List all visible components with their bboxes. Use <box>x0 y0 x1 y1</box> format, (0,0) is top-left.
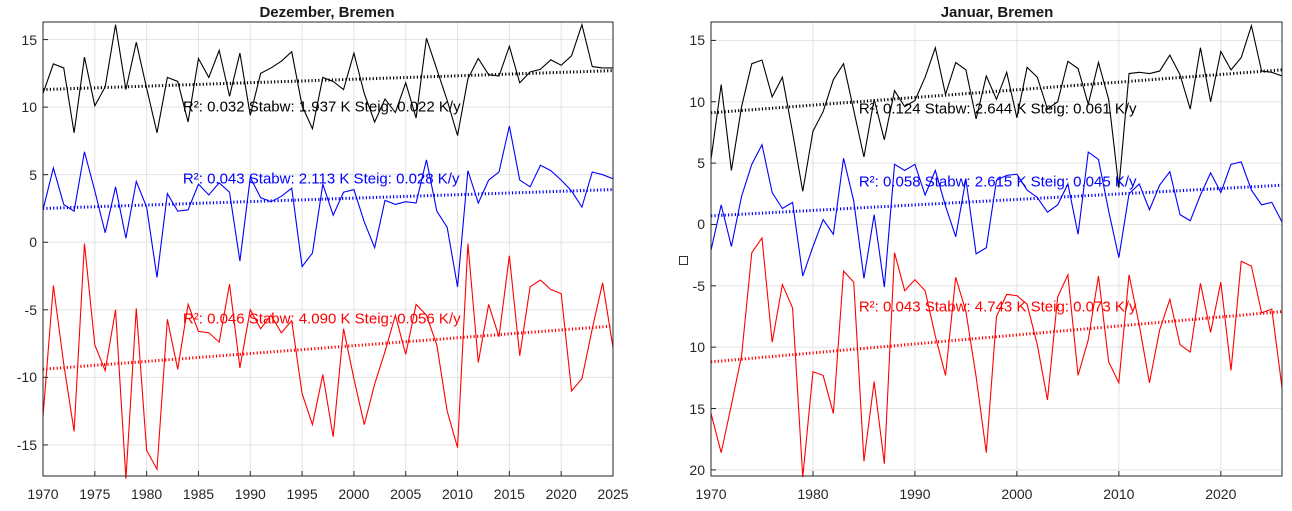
series-line <box>42 22 613 136</box>
x-tick-label: 1990 <box>899 486 931 502</box>
y-tick-label: 10 <box>21 99 37 116</box>
x-tick-label: 2000 <box>338 486 370 502</box>
trend-line <box>710 183 1283 218</box>
x-tick-label: 2015 <box>493 486 525 502</box>
y-tick-label: 15 <box>21 31 37 48</box>
y-tick-label: 5 <box>29 166 37 183</box>
series-line <box>42 125 614 287</box>
y-tick-label: 10 <box>689 93 705 110</box>
x-tick-label: 1975 <box>79 486 111 502</box>
x-tick-label: 2010 <box>1103 486 1135 502</box>
y-tick-label: 0 <box>697 216 705 233</box>
x-tick-label: 1985 <box>182 486 215 502</box>
y-tick-label: -10 <box>16 369 37 386</box>
y-tick-label: 5 <box>697 155 705 172</box>
trend-line <box>42 324 614 371</box>
x-tick-label: 2025 <box>597 486 629 502</box>
axes-frame <box>42 21 614 477</box>
regression-annotation: R²: 0.046 Stabw: 4.090 K Steig: 0.056 K/… <box>182 310 461 328</box>
x-tick-label: 1970 <box>695 486 727 502</box>
x-tick-label: 1970 <box>27 486 59 502</box>
y-tick-label: 20 <box>689 461 705 478</box>
series-line <box>710 143 1283 288</box>
x-tick-label: 2000 <box>1001 486 1033 502</box>
x-tick-label: 2020 <box>545 486 577 502</box>
x-tick-label: 1980 <box>797 486 829 502</box>
x-tick-label: 2005 <box>390 486 422 502</box>
regression-annotation: R²: 0.032 Stabw: 1.937 K Steig: 0.022 K/… <box>182 98 461 116</box>
x-tick-label: 1995 <box>286 486 318 502</box>
regression-annotation: R²: 0.124 Stabw: 2.644 K Steig: 0.061 K/… <box>858 100 1137 118</box>
axes-frame <box>710 21 1283 477</box>
y-tick-label: -5 <box>24 301 37 318</box>
regression-annotation: R²: 0.043 Stabw: 2.113 K Steig: 0.028 K/… <box>182 170 460 188</box>
x-tick-label: 2020 <box>1205 486 1237 502</box>
y-tick-label: 10 <box>689 339 705 356</box>
y-tick-label: 15 <box>689 32 705 49</box>
x-tick-label: 1980 <box>131 486 163 502</box>
y-tick-label: 15 <box>689 400 705 417</box>
chart-title: Januar, Bremen <box>940 4 1054 21</box>
y-tick-label: -15 <box>16 436 37 453</box>
x-tick-label: 1990 <box>234 486 266 502</box>
y-tick-label: -5 <box>692 277 705 294</box>
plot-area <box>42 21 614 479</box>
regression-annotation: R²: 0.043 Stabw: 4.743 K Steig: 0.073 K/… <box>858 298 1137 316</box>
chart-title: Dezember, Bremen <box>259 4 395 21</box>
x-tick-label: 2010 <box>441 486 474 502</box>
series-line <box>710 23 1283 192</box>
series-line <box>42 243 614 479</box>
series-line <box>710 236 1283 478</box>
legend-marker <box>679 256 688 265</box>
trend-line <box>710 68 1283 115</box>
y-tick-label: 0 <box>29 234 37 251</box>
plot-area <box>710 21 1283 478</box>
regression-annotation: R²: 0.058 Stabw: 2.615 K Steig: 0.045 K/… <box>858 173 1137 190</box>
trend-line <box>710 310 1283 364</box>
